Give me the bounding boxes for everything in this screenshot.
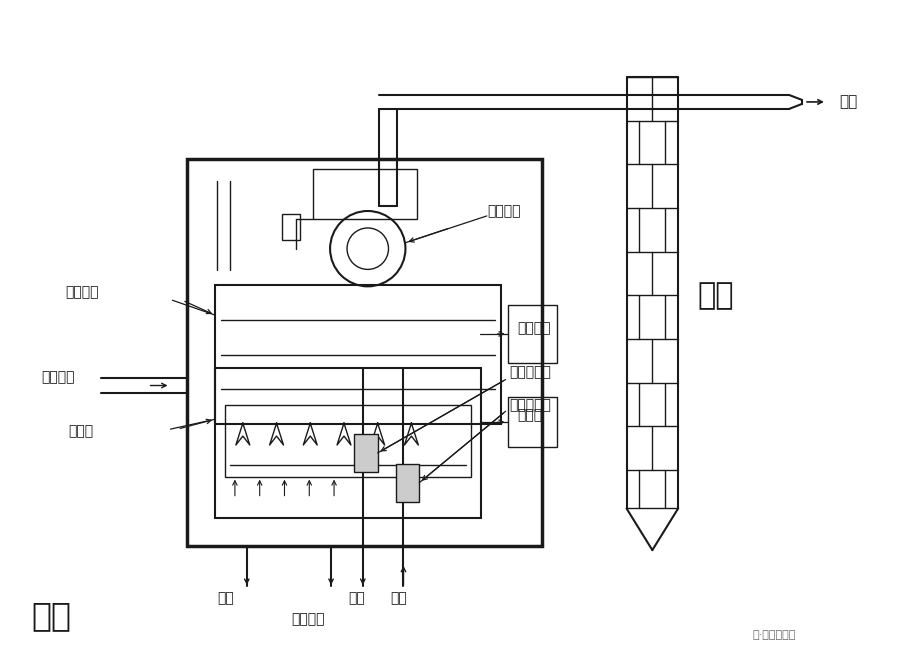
Text: 热水: 热水 [217,591,234,604]
Bar [283,214,300,240]
Text: 脉冲器: 脉冲器 [518,408,543,422]
Bar [354,434,378,472]
Text: 水流传感器: 水流传感器 [510,398,552,413]
Bar [508,397,557,447]
Bar [508,306,557,363]
Bar [313,170,417,219]
Text: 室内: 室内 [32,599,71,632]
Text: 强排电机: 强排电机 [488,204,522,218]
Text: 新鲜空气: 新鲜空气 [41,371,75,384]
Text: 燃气: 燃气 [348,591,365,604]
Bar [395,464,419,501]
Text: 燃气比例阀: 燃气比例阀 [510,366,552,380]
Bar [215,285,501,424]
Text: 废气: 废气 [840,95,858,110]
Text: 主控制器: 主控制器 [518,321,551,335]
Text: 燃烧器: 燃烧器 [69,424,93,438]
Text: 值·什么值得买: 值·什么值得买 [752,630,796,641]
Bar [188,160,543,546]
Bar [225,405,471,477]
Text: 冷水: 冷水 [391,591,407,604]
Text: 热交换器: 热交换器 [65,285,99,300]
Text: 室外: 室外 [698,281,735,310]
Text: 新鲜空气: 新鲜空气 [291,612,325,627]
Bar [215,368,480,518]
